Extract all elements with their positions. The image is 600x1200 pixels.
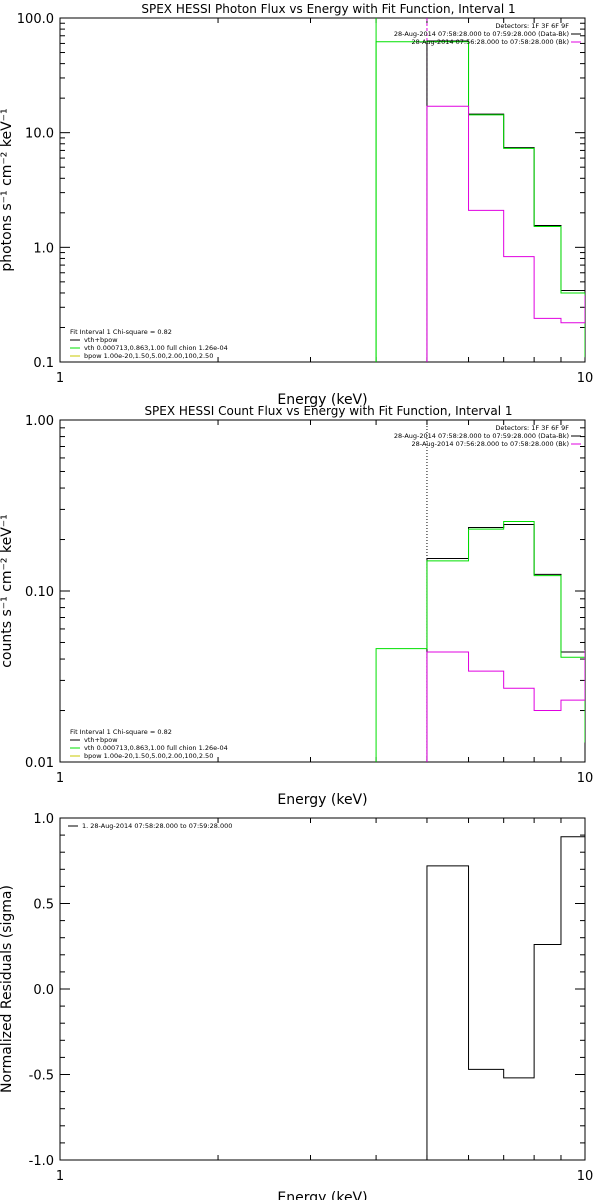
plot-frame [59, 17, 586, 363]
legend-bottom-entry: vth+bpow [84, 736, 118, 744]
legend-bottom-entry: Fit Interval 1 Chi-square = 0.82 [70, 728, 172, 736]
legend-bottom-entry: Fit Interval 1 Chi-square = 0.82 [70, 328, 172, 336]
chart-panel-2: SPEX HESSI Count Flux vs Energy with Fit… [0, 404, 593, 808]
y-tick-label: 100.0 [17, 12, 54, 27]
x-tick-label: 10 [577, 771, 594, 786]
y-axis-label: Normalized Residuals (sigma) [0, 885, 15, 1093]
series-vth-line [375, 520, 585, 762]
plot-frame [59, 817, 586, 1161]
series-data-line [426, 40, 585, 362]
chart-title: SPEX HESSI Photon Flux vs Energy with Fi… [141, 2, 515, 16]
y-axis-label: photons s⁻¹ cm⁻² keV⁻¹ [0, 108, 15, 271]
legend-top-entry: 28-Aug-2014 07:58:28.000 to 07:59:28.000… [394, 30, 569, 38]
y-tick-label: -0.5 [29, 1069, 54, 1084]
legend-bottom-entry: vth 0.000713,0.863,1.00 full chion 1.26e… [84, 344, 228, 352]
series-background-line [426, 105, 585, 362]
legend-bottom-entry: vth 0.000713,0.863,1.00 full chion 1.26e… [84, 744, 228, 752]
x-tick-label: 10 [577, 1169, 594, 1184]
y-tick-label: 1.0 [33, 241, 54, 256]
legend-top-entry: 28-Aug-2014 07:56:28.000 to 07:58:28.000… [412, 440, 569, 448]
y-tick-label: 0.5 [33, 898, 54, 913]
series-data-line [426, 836, 585, 1160]
legend-bottom-entry: vth+bpow [84, 336, 118, 344]
y-tick-label: 10.0 [25, 127, 54, 142]
plot-frame [59, 419, 586, 763]
series-data-line [426, 523, 585, 762]
y-tick-label: 0.01 [25, 756, 54, 771]
chart-title: SPEX HESSI Count Flux vs Energy with Fit… [144, 404, 512, 418]
y-tick-label: -1.0 [29, 1154, 54, 1169]
plot-data-area [375, 420, 585, 762]
y-axis-label: counts s⁻¹ cm⁻² keV⁻¹ [0, 514, 15, 668]
chart-panel-3: 1 10 -1.0 -0.5 0.0 0.5 1.0 Energy (keV) Normaliz… [0, 812, 593, 1200]
chart-panel-1: SPEX HESSI Photon Flux vs Energy with Fi… [0, 2, 593, 408]
x-tick-label: 1 [56, 371, 64, 386]
y-tick-label: 0.0 [33, 983, 54, 998]
legend-top-entry: Detectors: 1F 3F 6F 9F [495, 22, 569, 30]
legend-top-entry: 1. 28-Aug-2014 07:58:28.000 to 07:59:28.… [82, 822, 232, 830]
legend-top-entry: Detectors: 1F 3F 6F 9F [495, 424, 569, 432]
plot-data-area [426, 836, 585, 1160]
x-tick-label: 10 [577, 371, 594, 386]
legend-bottom-entry: bpow 1.00e-20,1.50,5.00,2.00,100,2.50 [84, 752, 213, 760]
series-vth-line [375, 41, 585, 362]
x-axis-label: Energy (keV) [277, 1190, 367, 1200]
y-tick-label: 1.0 [33, 812, 54, 827]
legend-top-entry: 28-Aug-2014 07:58:28.000 to 07:59:28.000… [394, 432, 569, 440]
legend-top-entry: 28-Aug-2014 07:56:28.000 to 07:58:28.000… [412, 38, 569, 46]
legend-bottom-entry: bpow 1.00e-20,1.50,5.00,2.00,100,2.50 [84, 352, 213, 360]
series-background-line [426, 650, 585, 762]
y-tick-label: 1.00 [25, 414, 54, 429]
x-tick-label: 1 [56, 771, 64, 786]
x-axis-label: Energy (keV) [277, 392, 367, 408]
y-tick-label: 0.10 [25, 585, 54, 600]
plot-data-area [375, 18, 585, 362]
y-tick-label: 0.1 [33, 356, 54, 371]
x-tick-label: 1 [56, 1169, 64, 1184]
x-axis-label: Energy (keV) [277, 792, 367, 808]
